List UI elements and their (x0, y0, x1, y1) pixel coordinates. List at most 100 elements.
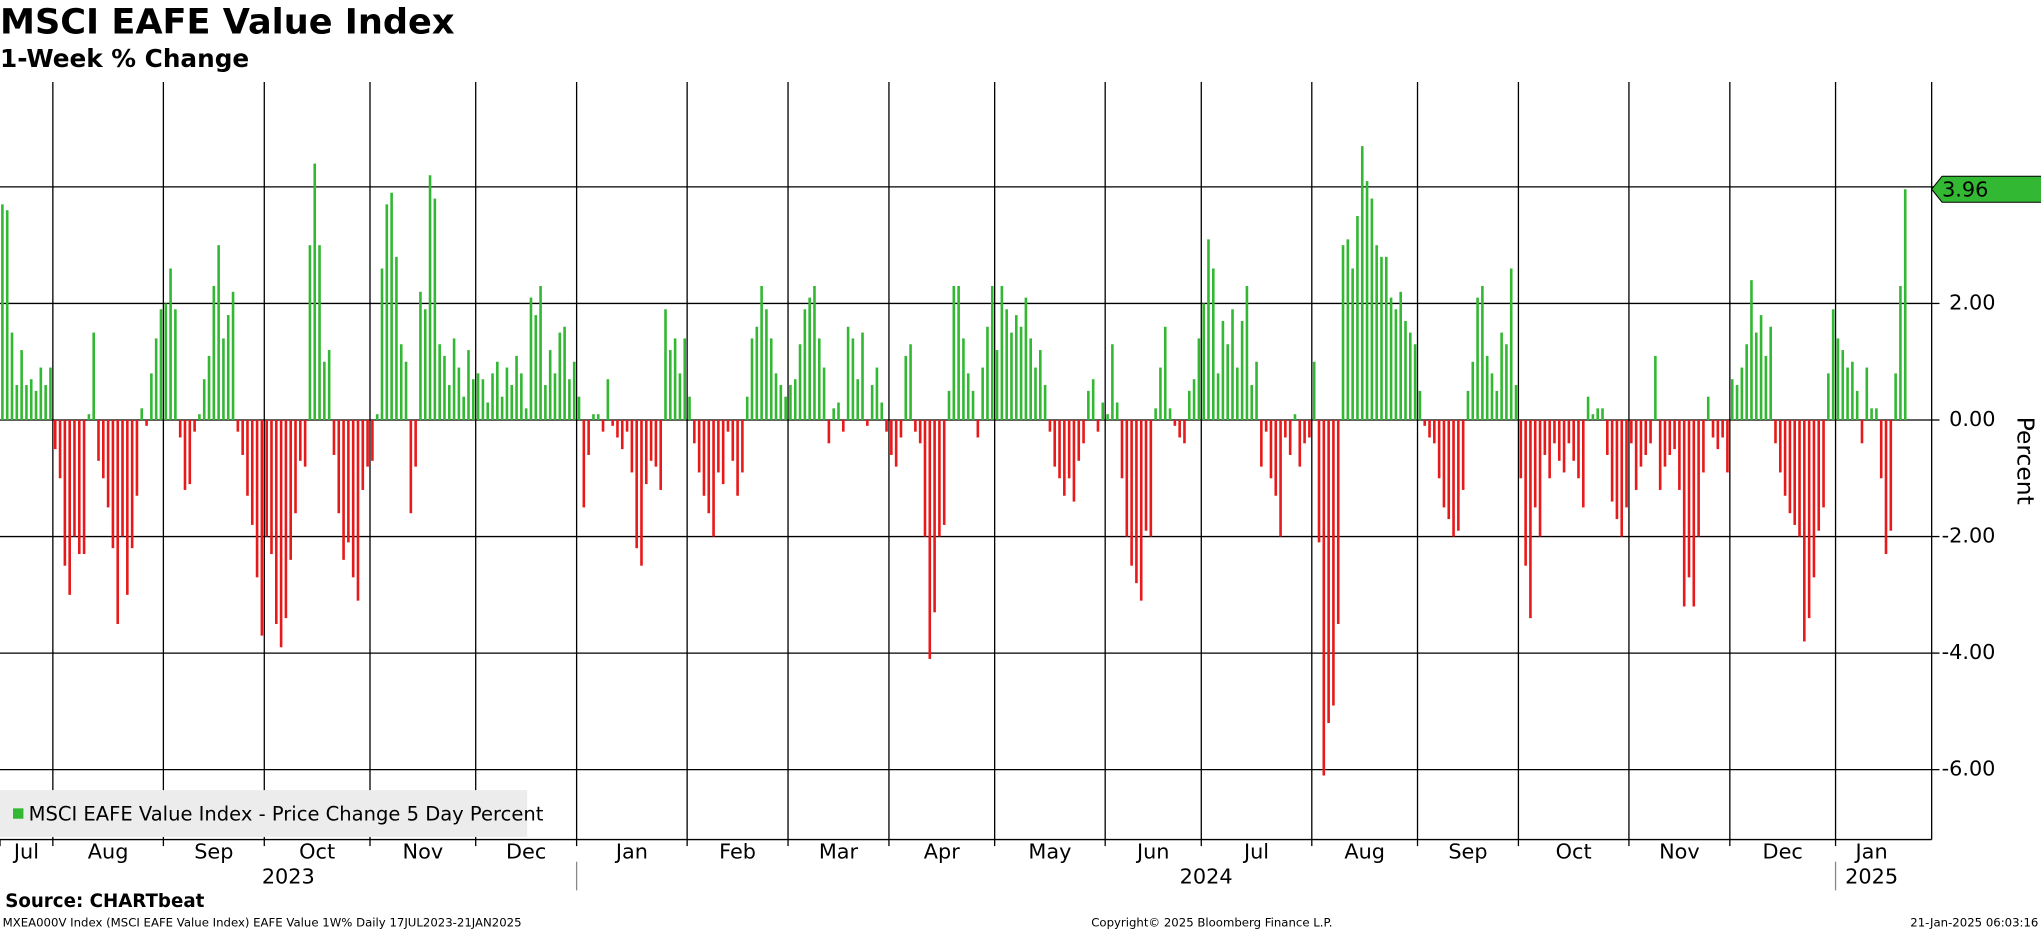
bar (1274, 420, 1278, 496)
bar (260, 420, 264, 636)
bar (1135, 420, 1138, 584)
bar (1120, 420, 1124, 479)
bar (1548, 420, 1551, 479)
bar (1553, 420, 1556, 444)
x-tick-label: Jul (12, 840, 39, 864)
bar (1716, 420, 1720, 450)
bar (1615, 420, 1619, 520)
bar (183, 420, 187, 490)
y-tick-label: -4.00 (1942, 640, 1996, 664)
bar (462, 396, 465, 421)
bar (635, 420, 638, 549)
bar (1149, 420, 1153, 537)
bar (1216, 373, 1220, 421)
bar (702, 420, 706, 496)
bar (1389, 297, 1393, 421)
x-tick-label: Jan (614, 840, 648, 864)
bar (1745, 344, 1748, 421)
bar (1284, 420, 1287, 438)
bar (923, 420, 927, 537)
bar (380, 268, 384, 421)
bar (539, 285, 542, 421)
bar (1591, 414, 1595, 421)
bar (1711, 420, 1715, 438)
bar (1067, 420, 1071, 479)
bar (1682, 420, 1686, 607)
year-label: 2024 (1180, 864, 1233, 888)
bar (890, 420, 893, 455)
bar (976, 420, 980, 438)
bar (313, 163, 317, 421)
bar (544, 385, 547, 421)
bar (174, 309, 177, 421)
bar (1759, 315, 1763, 421)
bar (1154, 408, 1157, 421)
bar (880, 402, 884, 421)
bar (640, 420, 643, 566)
bar (971, 390, 975, 421)
bar (1336, 420, 1340, 624)
bar (793, 379, 797, 421)
bar (986, 326, 989, 421)
bar (159, 309, 163, 421)
bar (1173, 420, 1177, 426)
bar (1606, 420, 1609, 455)
bar (774, 373, 778, 421)
bar (1144, 420, 1148, 531)
bar (1812, 420, 1816, 578)
bar (1538, 420, 1542, 537)
bar (231, 291, 235, 421)
bar (25, 385, 28, 421)
bar (841, 420, 845, 432)
bar (1159, 367, 1162, 421)
bar (1836, 338, 1840, 421)
legend-swatch (13, 808, 24, 819)
bar (1163, 326, 1167, 421)
bar (1303, 420, 1306, 444)
bar (1082, 420, 1085, 444)
bar (933, 420, 936, 613)
y-tick-label: 2.00 (1949, 290, 1995, 314)
bar (1754, 332, 1758, 421)
bar (1875, 408, 1878, 421)
bar (1043, 385, 1047, 421)
bar (279, 420, 283, 648)
bar (1360, 146, 1364, 421)
bar (894, 420, 898, 467)
bar (491, 373, 494, 421)
bar (1327, 420, 1330, 724)
bar (15, 385, 19, 421)
bar (351, 420, 355, 578)
bar (1413, 344, 1417, 421)
bar (1783, 420, 1787, 496)
bar (1024, 297, 1028, 421)
bar (1692, 420, 1696, 607)
bar (82, 420, 86, 555)
bar (1879, 420, 1883, 479)
bar (299, 420, 302, 461)
bar (1139, 420, 1143, 601)
bar (1087, 390, 1090, 421)
bar (673, 338, 677, 421)
bar (97, 420, 100, 461)
bar (476, 373, 480, 421)
bar (385, 204, 389, 421)
bar (851, 338, 855, 421)
bar (1649, 420, 1652, 444)
bar (188, 420, 192, 485)
bar (111, 420, 115, 549)
bar (1207, 239, 1210, 421)
bar (644, 420, 648, 485)
bar (1308, 420, 1311, 438)
bar (721, 420, 725, 485)
bar (1457, 420, 1460, 531)
bar (1351, 268, 1354, 421)
bar (472, 379, 475, 421)
bar (1634, 420, 1638, 490)
bar (1423, 420, 1427, 426)
bar (106, 420, 110, 508)
bar (1442, 420, 1446, 508)
bar (1115, 402, 1119, 421)
bar (803, 309, 807, 421)
bar (798, 344, 802, 421)
